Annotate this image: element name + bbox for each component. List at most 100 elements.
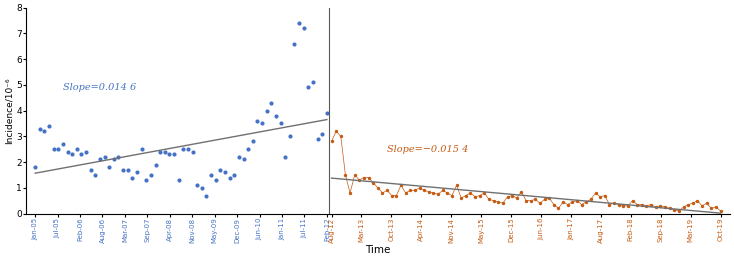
Point	[76, 152, 87, 156]
Point	[404, 188, 416, 192]
Point	[437, 188, 448, 192]
Point	[432, 192, 444, 196]
Point	[354, 178, 366, 182]
Point	[192, 183, 203, 187]
Point	[455, 196, 467, 200]
Point	[29, 165, 41, 169]
Point	[117, 168, 129, 172]
Point	[631, 203, 643, 207]
Point	[206, 173, 217, 177]
Point	[575, 203, 587, 207]
Point	[501, 195, 513, 199]
Point	[233, 155, 244, 159]
Point	[589, 191, 601, 195]
Point	[43, 124, 55, 128]
Point	[664, 206, 675, 211]
Point	[140, 178, 152, 182]
Point	[677, 205, 689, 209]
Point	[493, 200, 504, 204]
Point	[710, 205, 722, 209]
Point	[196, 186, 208, 190]
Point	[330, 129, 342, 133]
Point	[34, 127, 46, 131]
Point	[557, 200, 569, 204]
Point	[200, 193, 212, 198]
Point	[483, 197, 495, 202]
Point	[270, 114, 282, 118]
Point	[154, 150, 166, 154]
Point	[409, 188, 421, 192]
Point	[641, 204, 653, 208]
Point	[645, 203, 657, 207]
Point	[548, 203, 560, 207]
Point	[210, 178, 222, 182]
Point	[112, 155, 124, 159]
Point	[381, 188, 393, 192]
Point	[400, 191, 412, 195]
Point	[511, 196, 523, 200]
Point	[275, 121, 286, 126]
Point	[669, 208, 680, 212]
Point	[344, 191, 356, 195]
Point	[280, 155, 291, 159]
Point	[705, 206, 717, 211]
Point	[52, 147, 64, 151]
Point	[62, 150, 73, 154]
Point	[441, 191, 453, 195]
Point	[122, 168, 134, 172]
Point	[636, 203, 647, 207]
Point	[367, 181, 379, 185]
Point	[581, 200, 592, 204]
Point	[520, 199, 532, 203]
Point	[659, 205, 671, 209]
Point	[182, 147, 194, 151]
Point	[178, 147, 189, 151]
Point	[94, 157, 106, 162]
Point	[98, 155, 110, 159]
Point	[71, 147, 83, 151]
Point	[474, 193, 486, 198]
Point	[451, 183, 462, 187]
Point	[266, 101, 277, 105]
Point	[613, 203, 625, 207]
Point	[687, 201, 699, 205]
Point	[363, 175, 374, 179]
Point	[228, 173, 240, 177]
Point	[261, 109, 272, 113]
Point	[567, 200, 578, 204]
Point	[219, 170, 231, 174]
Point	[418, 188, 430, 192]
Point	[150, 163, 161, 167]
Point	[326, 139, 338, 143]
Point	[108, 157, 120, 162]
Point	[469, 195, 481, 199]
Point	[465, 191, 476, 195]
Point	[427, 191, 439, 195]
Point	[186, 150, 198, 154]
Point	[224, 175, 236, 179]
Point	[307, 80, 319, 84]
Point	[145, 173, 157, 177]
Point	[395, 183, 407, 187]
Point	[242, 147, 254, 151]
Point	[288, 42, 300, 46]
Point	[673, 209, 685, 213]
Point	[103, 165, 115, 169]
Point	[340, 173, 352, 177]
Point	[608, 201, 620, 205]
Point	[294, 21, 305, 25]
Point	[683, 203, 694, 207]
Point	[446, 193, 458, 198]
Point	[696, 204, 708, 208]
Point	[159, 150, 171, 154]
Point	[390, 193, 402, 198]
Point	[539, 197, 550, 202]
Point	[488, 199, 500, 203]
Point	[284, 134, 296, 138]
Y-axis label: Incidence/10⁻⁶: Incidence/10⁻⁶	[4, 77, 13, 144]
Point	[302, 85, 314, 90]
Point	[90, 173, 101, 177]
Point	[691, 199, 703, 203]
X-axis label: Time: Time	[365, 245, 390, 255]
Point	[622, 204, 634, 208]
